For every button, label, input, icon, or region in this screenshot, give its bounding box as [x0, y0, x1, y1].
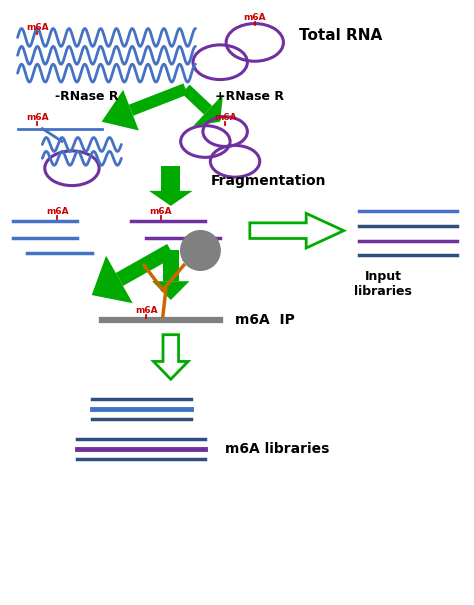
- Polygon shape: [182, 85, 212, 114]
- Text: m6A: m6A: [150, 207, 172, 216]
- Text: m6A  IP: m6A IP: [235, 313, 295, 327]
- Polygon shape: [116, 244, 174, 286]
- Text: +RNase R: +RNase R: [215, 90, 284, 103]
- Text: m6A: m6A: [26, 22, 49, 31]
- Polygon shape: [129, 83, 188, 116]
- Polygon shape: [101, 90, 139, 131]
- Polygon shape: [161, 166, 180, 191]
- Text: m6A: m6A: [46, 207, 68, 216]
- Polygon shape: [149, 191, 192, 206]
- Text: m6A: m6A: [135, 306, 157, 315]
- Text: Total RNA: Total RNA: [299, 28, 383, 43]
- Polygon shape: [152, 281, 190, 300]
- Text: m6A libraries: m6A libraries: [225, 442, 329, 456]
- Polygon shape: [193, 94, 223, 126]
- Text: Fragmentation: Fragmentation: [210, 174, 326, 188]
- Polygon shape: [163, 250, 179, 281]
- Text: Input
libraries: Input libraries: [355, 270, 412, 298]
- Text: -RNase R: -RNase R: [55, 90, 118, 103]
- Text: m6A: m6A: [26, 113, 49, 122]
- Circle shape: [181, 231, 220, 270]
- Text: m6A: m6A: [214, 113, 237, 122]
- Text: m6A: m6A: [244, 13, 266, 22]
- Polygon shape: [92, 256, 133, 303]
